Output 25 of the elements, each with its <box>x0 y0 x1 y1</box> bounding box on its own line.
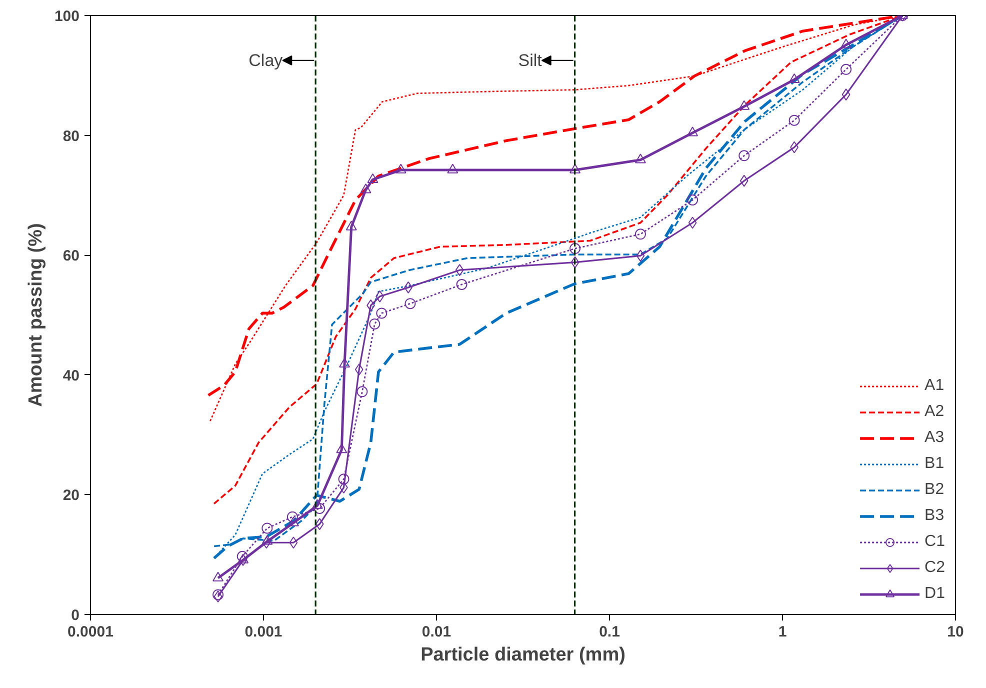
legend-label: A1 <box>924 377 945 395</box>
y-axis-title: Amount passing (%) <box>25 223 46 407</box>
ref-line-label: Silt <box>518 50 542 70</box>
legend-label: A2 <box>924 403 945 421</box>
x-tick-label: 10 <box>947 624 964 640</box>
x-tick-label: 0.0001 <box>68 624 114 640</box>
x-tick-label: 0.01 <box>422 624 452 640</box>
legend-label: A3 <box>924 429 945 447</box>
y-tick-label: 0 <box>71 607 80 624</box>
legend-label: C1 <box>924 533 945 551</box>
x-tick-label: 0.001 <box>244 624 282 640</box>
y-tick-label: 40 <box>62 367 80 384</box>
legend-label: B2 <box>924 481 945 499</box>
legend-label: D1 <box>924 585 945 603</box>
y-tick-label: 60 <box>62 248 80 265</box>
x-tick-label: 1 <box>778 624 787 640</box>
x-axis-title: Particle diameter (mm) <box>420 644 626 666</box>
legend-label: B1 <box>924 455 945 473</box>
y-tick-label: 20 <box>62 487 80 504</box>
ref-line-label: Clay <box>248 50 284 70</box>
x-tick-label: 0.1 <box>599 624 620 640</box>
y-tick-label: 80 <box>62 128 80 145</box>
y-tick-label: 100 <box>54 8 80 25</box>
legend-label: B3 <box>924 507 945 525</box>
legend-label: C2 <box>924 559 945 577</box>
